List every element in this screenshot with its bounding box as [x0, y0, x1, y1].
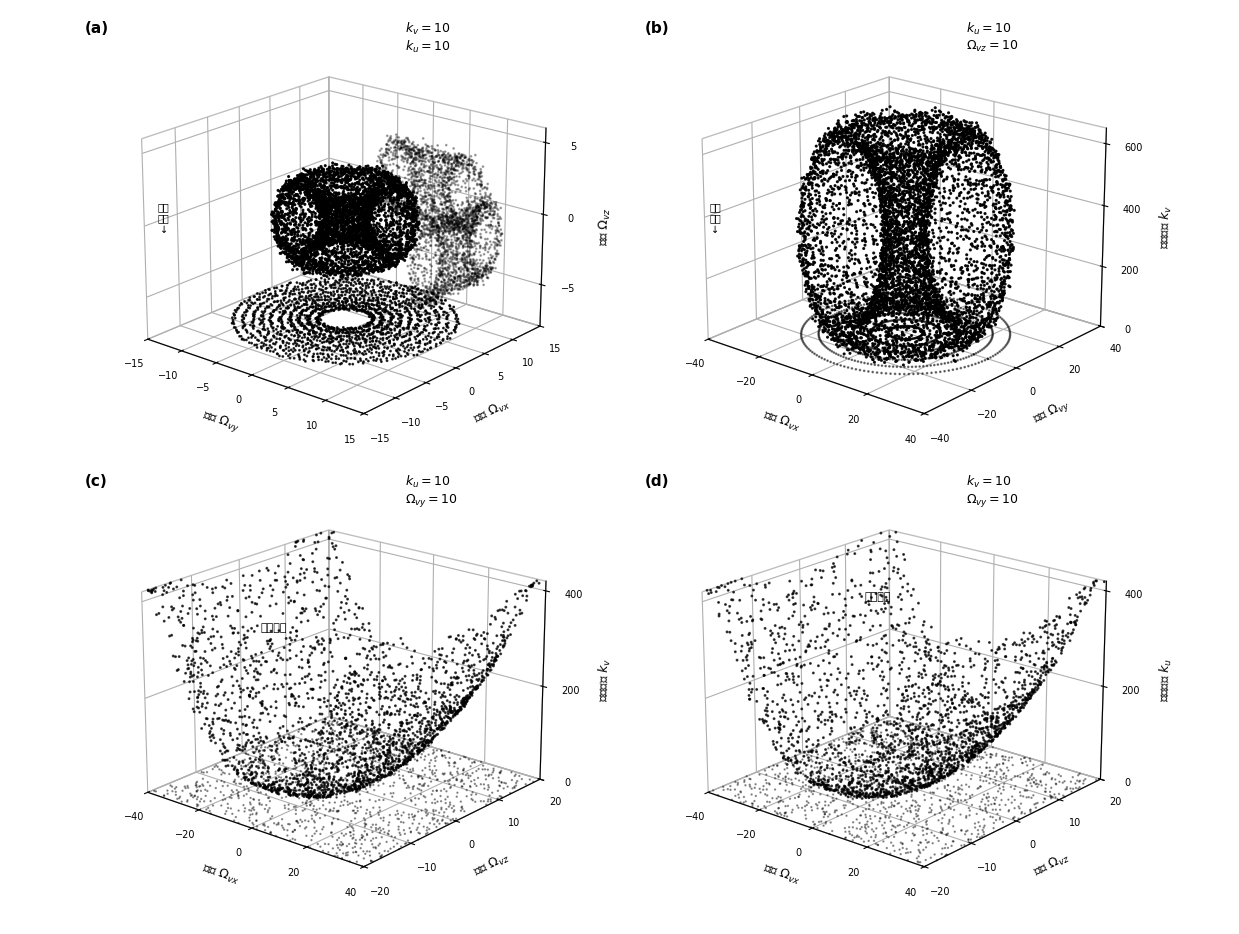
X-axis label: 转速 $\Omega_{vx}$: 转速 $\Omega_{vx}$: [201, 860, 242, 887]
Text: 不稳
定域
↓: 不稳 定域 ↓: [157, 202, 170, 235]
Text: (d): (d): [646, 474, 669, 488]
Y-axis label: 转速 $\Omega_{vz}$: 转速 $\Omega_{vz}$: [471, 849, 512, 880]
X-axis label: 转速 $\Omega_{vx}$: 转速 $\Omega_{vx}$: [761, 407, 803, 434]
Y-axis label: 转速 $\Omega_{vz}$: 转速 $\Omega_{vz}$: [1032, 849, 1073, 880]
Text: 不稳定域: 不稳定域: [260, 623, 286, 632]
Text: 不稳
定域
↓: 不稳 定域 ↓: [710, 202, 721, 235]
Text: $k_u = 10$
$\Omega_{vy} = 10$: $k_u = 10$ $\Omega_{vy} = 10$: [405, 474, 458, 509]
Text: 不稳定域: 不稳定域: [865, 592, 891, 601]
Text: $k_v = 10$
$k_u = 10$: $k_v = 10$ $k_u = 10$: [405, 21, 451, 55]
Text: (a): (a): [84, 21, 109, 35]
Text: (b): (b): [646, 21, 669, 35]
Text: (c): (c): [84, 474, 108, 488]
X-axis label: 转速 $\Omega_{vy}$: 转速 $\Omega_{vy}$: [199, 406, 243, 435]
Text: $k_v = 10$
$\Omega_{vy} = 10$: $k_v = 10$ $\Omega_{vy} = 10$: [965, 474, 1018, 509]
X-axis label: 转速 $\Omega_{vx}$: 转速 $\Omega_{vx}$: [761, 860, 803, 887]
Text: $k_u = 10$
$\Omega_{vz} = 10$: $k_u = 10$ $\Omega_{vz} = 10$: [965, 21, 1017, 54]
Y-axis label: 转速 $\Omega_{vy}$: 转速 $\Omega_{vy}$: [1031, 395, 1073, 428]
Y-axis label: 转速 $\Omega_{vx}$: 转速 $\Omega_{vx}$: [471, 396, 513, 427]
